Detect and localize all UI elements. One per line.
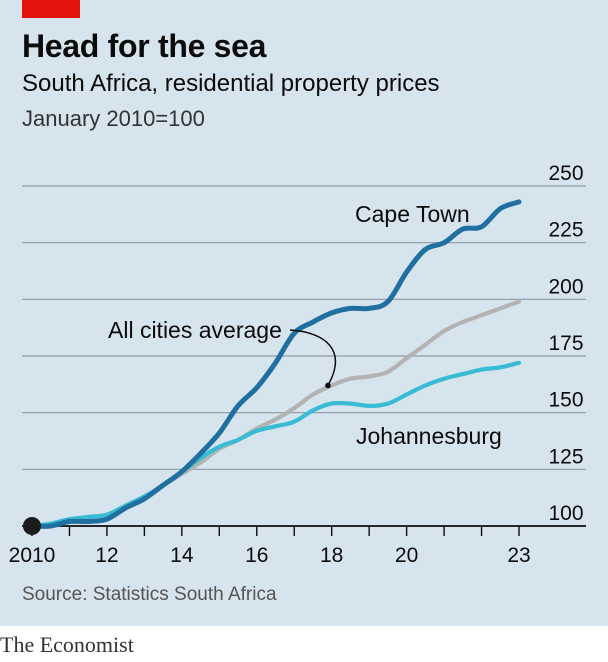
- x-tick-label-2016: 16: [245, 544, 268, 567]
- x-tick-label-2014: 14: [170, 544, 194, 567]
- y-tick-label-125: 125: [548, 445, 583, 468]
- line-chart: 100 125 150 175 200 225 250 2010 12 14 16 18 20 23 C…: [9, 162, 586, 567]
- series-line-cape-town: [29, 199, 522, 529]
- source-note: Source: Statistics South Africa: [22, 584, 277, 605]
- x-tick-label-2023: 23: [507, 544, 530, 567]
- y-tick-label-200: 200: [548, 275, 583, 298]
- brand-name: The Economist: [0, 632, 134, 657]
- brand-red-tag: [22, 0, 80, 18]
- series-labels: Cape Town All cities average Johannesburg: [108, 201, 502, 449]
- chart-subtitle: South Africa, residential property price…: [22, 70, 440, 97]
- y-tick-label-100: 100: [548, 502, 583, 525]
- x-tick-label-2020: 20: [395, 544, 418, 567]
- x-tick-label-2012: 12: [95, 544, 118, 567]
- start-marker: [23, 517, 41, 535]
- series-lines: [23, 199, 522, 535]
- y-tick-label-175: 175: [548, 332, 583, 355]
- chart-title: Head for the sea: [22, 28, 267, 64]
- label-all-cities-average: All cities average: [108, 317, 282, 343]
- x-tick-label-2010: 2010: [9, 544, 56, 567]
- label-johannesburg: Johannesburg: [356, 423, 502, 449]
- leader-line-all-cities: [289, 329, 337, 386]
- y-tick-label-150: 150: [548, 389, 583, 412]
- x-tick-label-2018: 18: [320, 544, 343, 567]
- y-axis: 100 125 150 175 200 225 250: [548, 162, 583, 525]
- y-tick-label-250: 250: [548, 162, 583, 185]
- y-tick-label-225: 225: [548, 219, 583, 242]
- series-line-johannesburg: [29, 360, 522, 529]
- label-cape-town: Cape Town: [355, 201, 470, 227]
- chart-unit-label: January 2010=100: [22, 106, 205, 131]
- leader-dot-all-cities: [325, 382, 331, 389]
- grid-lines: [22, 185, 586, 470]
- x-axis: 2010 12 14 16 18 20 23: [9, 525, 586, 567]
